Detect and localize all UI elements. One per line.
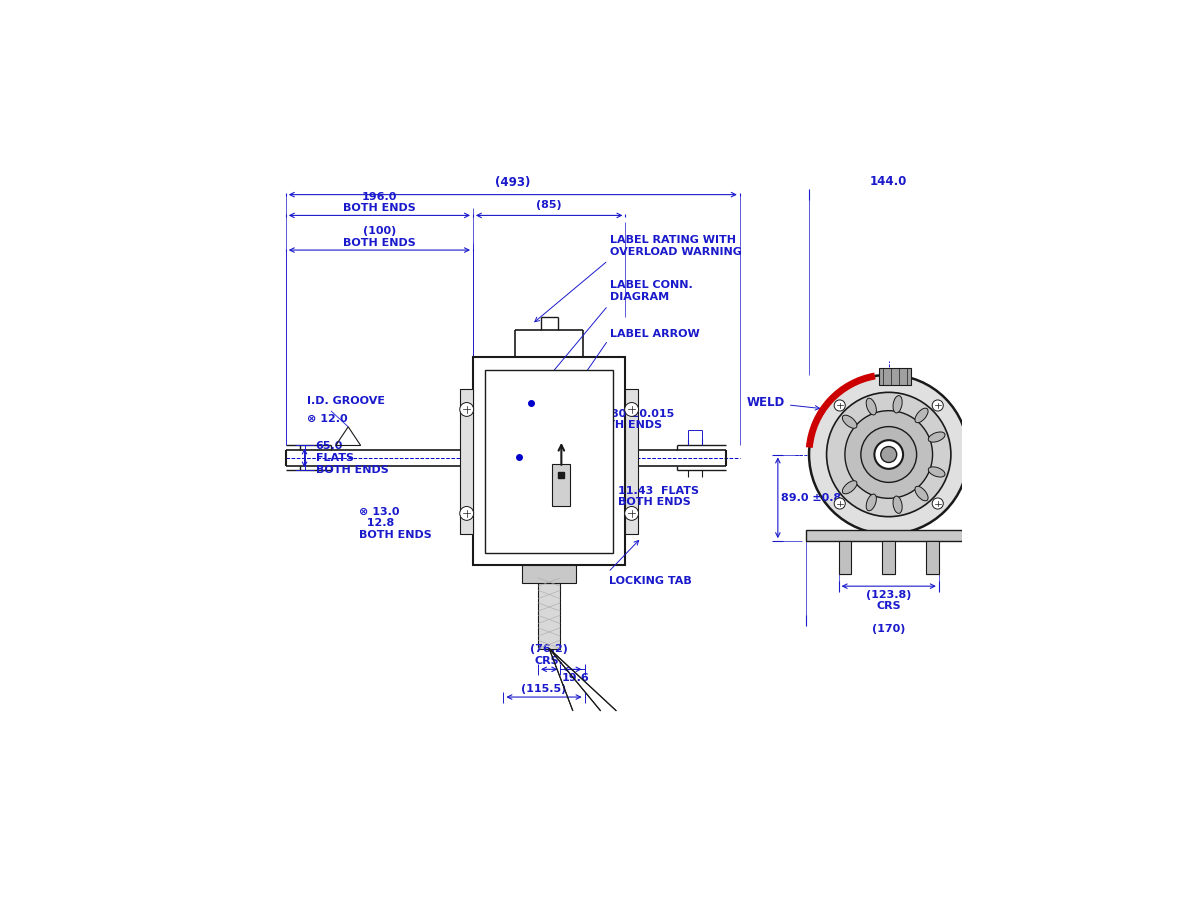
- Text: LABEL ARROW: LABEL ARROW: [610, 328, 700, 338]
- Text: 65.0
FLATS
BOTH ENDS: 65.0 FLATS BOTH ENDS: [316, 441, 389, 474]
- Ellipse shape: [866, 494, 876, 511]
- Text: 19.6: 19.6: [562, 673, 589, 683]
- Text: ⊗ 12.0: ⊗ 12.0: [307, 414, 347, 424]
- Circle shape: [845, 410, 932, 499]
- Circle shape: [834, 498, 845, 509]
- Text: (76.2)
CRS.: (76.2) CRS.: [530, 644, 568, 666]
- Text: (100)
BOTH ENDS: (100) BOTH ENDS: [343, 227, 415, 248]
- Circle shape: [809, 374, 968, 535]
- Text: 196.0
BOTH ENDS: 196.0 BOTH ENDS: [343, 192, 415, 213]
- Circle shape: [625, 507, 638, 520]
- Text: ⊗ 12.680 ±0.015
     BOTH ENDS: ⊗ 12.680 ±0.015 BOTH ENDS: [570, 409, 674, 430]
- Circle shape: [932, 400, 943, 411]
- Bar: [880, 368, 911, 385]
- Ellipse shape: [842, 481, 857, 494]
- Text: I.D. GROOVE: I.D. GROOVE: [307, 396, 385, 406]
- Text: (170): (170): [872, 625, 906, 634]
- Ellipse shape: [842, 415, 857, 428]
- Bar: [882, 541, 895, 574]
- Circle shape: [875, 440, 904, 469]
- Circle shape: [827, 392, 950, 517]
- Text: (123.8)
CRS: (123.8) CRS: [866, 590, 912, 611]
- Bar: [538, 582, 560, 649]
- Circle shape: [460, 507, 474, 520]
- Polygon shape: [968, 444, 1022, 655]
- Text: 144.0: 144.0: [870, 175, 907, 188]
- Ellipse shape: [914, 486, 928, 501]
- Bar: [486, 370, 613, 553]
- Text: 89.0 ±0.8: 89.0 ±0.8: [781, 493, 841, 503]
- Bar: [522, 565, 576, 582]
- Text: LOCKING TAB: LOCKING TAB: [610, 576, 692, 586]
- Text: (85): (85): [536, 200, 562, 210]
- Circle shape: [625, 402, 638, 417]
- Text: ⊗ 13.0
  12.8
BOTH ENDS: ⊗ 13.0 12.8 BOTH ENDS: [359, 507, 431, 540]
- Ellipse shape: [893, 496, 902, 513]
- Circle shape: [860, 427, 917, 482]
- Text: (115.5): (115.5): [521, 684, 566, 694]
- Bar: [552, 464, 570, 506]
- Bar: [625, 389, 638, 535]
- Circle shape: [881, 446, 896, 463]
- Bar: [805, 530, 972, 541]
- Bar: [461, 389, 473, 535]
- Text: LABEL CONN.
DIAGRAM: LABEL CONN. DIAGRAM: [610, 281, 692, 302]
- Ellipse shape: [914, 408, 928, 423]
- Text: 11.43  FLATS
BOTH ENDS: 11.43 FLATS BOTH ENDS: [618, 486, 700, 508]
- Text: LABEL RATING WITH
OVERLOAD WARNING: LABEL RATING WITH OVERLOAD WARNING: [610, 236, 742, 257]
- Ellipse shape: [929, 432, 946, 442]
- Ellipse shape: [866, 398, 876, 415]
- Ellipse shape: [929, 467, 946, 477]
- Circle shape: [460, 402, 474, 417]
- Circle shape: [932, 498, 943, 509]
- Circle shape: [834, 400, 845, 411]
- Bar: [839, 541, 851, 574]
- Bar: [926, 541, 938, 574]
- Text: WELD: WELD: [746, 396, 820, 410]
- Bar: [473, 357, 625, 565]
- Ellipse shape: [893, 396, 902, 413]
- Text: (493): (493): [496, 176, 530, 189]
